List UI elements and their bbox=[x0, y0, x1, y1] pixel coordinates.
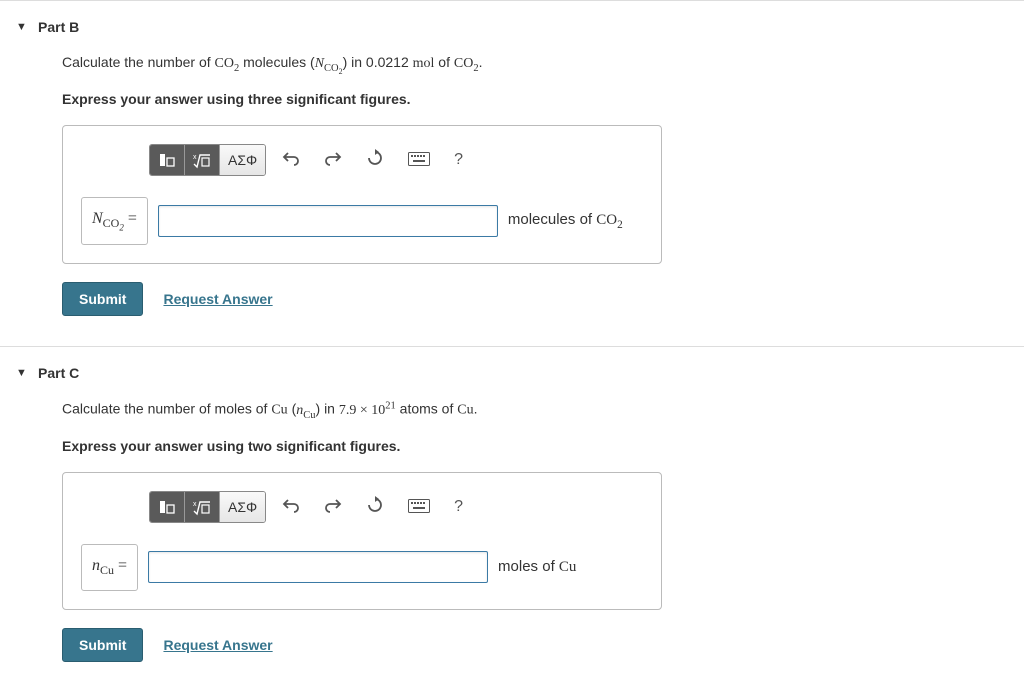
reset-icon[interactable] bbox=[354, 491, 396, 524]
caret-down-icon: ▼ bbox=[16, 367, 27, 379]
svg-text:x: x bbox=[193, 501, 197, 508]
fraction-root-icon[interactable]: x bbox=[185, 145, 220, 175]
part-c-container: ▼ Part C Calculate the number of moles o… bbox=[0, 346, 1024, 661]
caret-down-icon: ▼ bbox=[16, 21, 27, 33]
redo-icon[interactable] bbox=[312, 144, 354, 177]
equation-toolbar: x ΑΣΦ ? bbox=[149, 144, 643, 177]
part-b-body: Calculate the number of CO2 molecules (N… bbox=[0, 53, 1024, 316]
submit-button[interactable]: Submit bbox=[62, 628, 143, 662]
redo-icon[interactable] bbox=[312, 491, 354, 524]
part-b-actions: Submit Request Answer bbox=[62, 282, 1024, 316]
fraction-root-icon[interactable]: x bbox=[185, 492, 220, 522]
part-c-body: Calculate the number of moles of Cu (nCu… bbox=[0, 399, 1024, 661]
part-b-question: Calculate the number of CO2 molecules (N… bbox=[62, 53, 1024, 77]
undo-icon[interactable] bbox=[270, 491, 312, 524]
part-c-actions: Submit Request Answer bbox=[62, 628, 1024, 662]
part-c-answer-box: x ΑΣΦ ? nCu = bbox=[62, 472, 662, 610]
request-answer-link[interactable]: Request Answer bbox=[163, 291, 272, 307]
request-answer-link[interactable]: Request Answer bbox=[163, 637, 272, 653]
part-b-title: Part B bbox=[38, 19, 79, 35]
part-b-answer-input[interactable] bbox=[158, 205, 498, 237]
undo-icon[interactable] bbox=[270, 144, 312, 177]
part-b-instruction: Express your answer using three signific… bbox=[62, 91, 1024, 107]
part-b-unit: molecules of CO2 bbox=[508, 211, 623, 231]
reset-icon[interactable] bbox=[354, 144, 396, 177]
toolbar-format-group: x ΑΣΦ bbox=[149, 491, 266, 523]
part-c-instruction: Express your answer using two significan… bbox=[62, 438, 1024, 454]
svg-text:x: x bbox=[193, 154, 197, 161]
part-b-variable-label: NCO2 = bbox=[81, 197, 148, 246]
part-c-unit: moles of Cu bbox=[498, 558, 576, 576]
part-b-input-row: NCO2 = molecules of CO2 bbox=[81, 197, 643, 246]
keyboard-icon[interactable] bbox=[396, 145, 442, 176]
toolbar-format-group: x ΑΣΦ bbox=[149, 144, 266, 176]
submit-button[interactable]: Submit bbox=[62, 282, 143, 316]
part-b-container: ▼ Part B Calculate the number of CO2 mol… bbox=[0, 0, 1024, 316]
part-b-header[interactable]: ▼ Part B bbox=[0, 1, 1024, 53]
keyboard-icon[interactable] bbox=[396, 492, 442, 523]
help-icon[interactable]: ? bbox=[442, 146, 475, 174]
part-c-title: Part C bbox=[38, 365, 79, 381]
part-c-answer-input[interactable] bbox=[148, 551, 488, 583]
template-icon[interactable] bbox=[150, 492, 185, 522]
part-c-variable-label: nCu = bbox=[81, 544, 138, 591]
part-c-input-row: nCu = moles of Cu bbox=[81, 544, 643, 591]
help-icon[interactable]: ? bbox=[442, 493, 475, 521]
greek-letters-button[interactable]: ΑΣΦ bbox=[220, 492, 265, 522]
template-icon[interactable] bbox=[150, 145, 185, 175]
part-c-header[interactable]: ▼ Part C bbox=[0, 347, 1024, 399]
part-c-question: Calculate the number of moles of Cu (nCu… bbox=[62, 399, 1024, 423]
equation-toolbar: x ΑΣΦ ? bbox=[149, 491, 643, 524]
greek-letters-button[interactable]: ΑΣΦ bbox=[220, 145, 265, 175]
part-b-answer-box: x ΑΣΦ ? NCO2 = bbox=[62, 125, 662, 265]
